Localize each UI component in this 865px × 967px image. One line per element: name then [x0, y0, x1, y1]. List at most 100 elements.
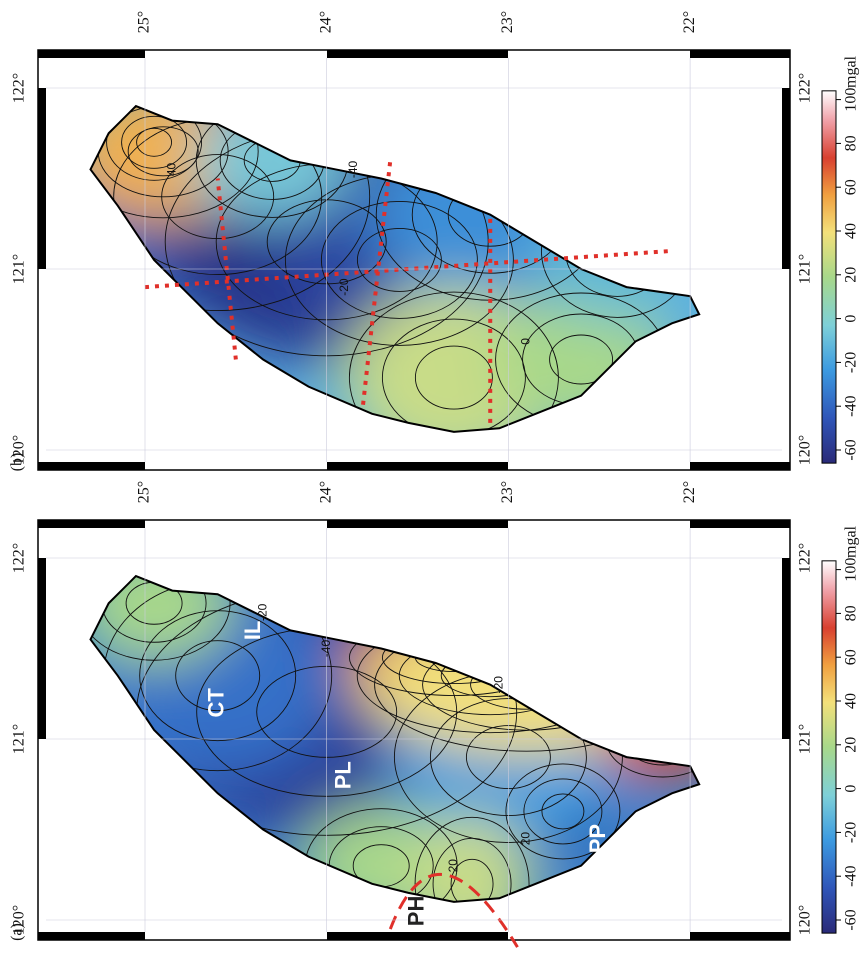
- contour-line: [127, 126, 199, 177]
- contour-line: [432, 837, 512, 902]
- contour-line: [414, 816, 530, 902]
- frame-bar: [690, 50, 790, 58]
- colorbar-tick-label: 0: [843, 315, 860, 323]
- colorbar-tick-label: 0: [843, 785, 860, 793]
- frame-bar: [38, 520, 145, 528]
- lon-tick-label: 121°: [797, 254, 814, 284]
- panel-label: (a): [9, 923, 26, 941]
- lon-tick-label: 122°: [11, 73, 28, 103]
- colorbar-tick-label: 80: [843, 605, 860, 621]
- frame-bar: [38, 462, 145, 470]
- frame-bar: [38, 50, 145, 58]
- lon-tick-label: 121°: [797, 724, 814, 754]
- lon-tick-label: 122°: [797, 73, 814, 103]
- colorbar-tick-label: -60: [843, 909, 860, 930]
- contour-label: 20: [446, 859, 460, 873]
- lon-tick-label: 122°: [797, 543, 814, 573]
- lat-tick-label: 24°: [317, 11, 334, 33]
- contour-label: -40: [346, 160, 360, 178]
- contour-line: [136, 127, 173, 157]
- lon-tick-label: 120°: [797, 905, 814, 935]
- contour-line: [90, 106, 371, 312]
- region-label: IL: [240, 621, 265, 641]
- frame-bar: [38, 88, 46, 269]
- survey-points: [144, 248, 673, 290]
- frame-bar: [690, 932, 790, 940]
- lon-tick-label: 121°: [11, 724, 28, 754]
- contour-label: -20: [491, 676, 505, 694]
- contour-line: [505, 763, 621, 860]
- colorbar: [821, 560, 837, 934]
- frame-bar: [690, 462, 790, 470]
- colorbar-tick-label: -40: [843, 866, 860, 887]
- colorbar-tick-label: 100: [843, 88, 860, 112]
- coastline: [89, 104, 701, 433]
- colorbar-tick-label: -20: [843, 352, 860, 373]
- contour-label: 20: [519, 832, 533, 846]
- contour-line: [348, 291, 559, 432]
- map-panel: [37, 49, 841, 471]
- colorbar: [821, 90, 837, 464]
- lat-tick-label: 24°: [317, 481, 334, 503]
- colorbar-tick-label: 100: [843, 558, 860, 582]
- lon-tick-label: 121°: [11, 254, 28, 284]
- colorbar-tick-label: 20: [843, 737, 860, 753]
- frame-bar: [38, 558, 46, 739]
- survey-points: [361, 160, 393, 405]
- lon-tick-label: 122°: [11, 543, 28, 573]
- coastline: [89, 574, 701, 903]
- lon-tick-label: 120°: [11, 435, 28, 465]
- contour-label: -20: [255, 603, 269, 621]
- lat-tick-label: 25°: [136, 11, 153, 33]
- contour-line: [320, 201, 478, 319]
- contour-line: [106, 106, 203, 181]
- frame-bar: [782, 558, 790, 739]
- lat-tick-label: 23°: [499, 481, 516, 503]
- contour-line: [450, 858, 494, 902]
- fault-arc: [388, 873, 519, 948]
- contour-line: [139, 610, 297, 742]
- contour-line: [414, 345, 493, 410]
- anomaly-blob: [412, 813, 533, 902]
- region-label: CT: [203, 688, 228, 718]
- colorbar-tick-label: 80: [843, 135, 860, 151]
- contour-line: [121, 115, 188, 169]
- frame-bar: [690, 520, 790, 528]
- contour-label: -40: [319, 640, 333, 658]
- contour-line: [541, 793, 585, 830]
- colorbar-tick-label: -40: [843, 396, 860, 417]
- colorbar-tick-label: -20: [843, 822, 860, 843]
- contour-line: [90, 106, 259, 219]
- panel-label: (b): [9, 453, 26, 472]
- frame-bar: [782, 88, 790, 269]
- region-label: PP: [585, 824, 610, 853]
- contour-line: [175, 640, 261, 712]
- colorbar-tick-label: 40: [843, 693, 860, 709]
- contour-line: [523, 778, 603, 845]
- contour-line: [549, 334, 614, 385]
- contour-line: [381, 318, 526, 432]
- frame-bar: [327, 50, 508, 58]
- colorbar-tick-label: 20: [843, 267, 860, 283]
- frame-bar: [327, 462, 508, 470]
- colorbar-tick-label: 60: [843, 649, 860, 665]
- contour-line: [90, 576, 231, 661]
- lat-tick-label: 23°: [499, 11, 516, 33]
- contour-label: 0: [519, 338, 533, 345]
- lon-tick-label: 120°: [797, 435, 814, 465]
- colorbar-label: mgal: [843, 55, 860, 88]
- lon-tick-label: 120°: [11, 905, 28, 935]
- colorbar-tick-label: 40: [843, 223, 860, 239]
- region-label: PL: [331, 761, 356, 789]
- map-panel: [37, 519, 841, 948]
- lat-tick-label: 22°: [681, 481, 698, 503]
- frame-bar: [38, 932, 145, 940]
- region-label: PH: [403, 896, 428, 927]
- colorbar-label: mgal: [843, 525, 860, 558]
- lat-tick-label: 22°: [681, 11, 698, 33]
- contour-label: 40: [164, 162, 178, 176]
- frame-bar: [327, 520, 508, 528]
- contour-label: -20: [337, 278, 351, 296]
- colorbar-tick-label: 60: [843, 179, 860, 195]
